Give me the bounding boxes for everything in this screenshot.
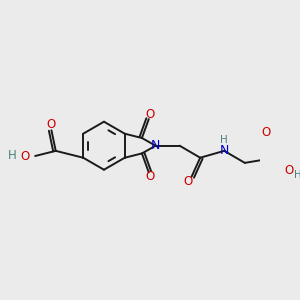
Text: O: O [284,164,293,177]
Text: O: O [146,170,155,183]
Text: O: O [184,175,193,188]
Text: N: N [220,144,229,158]
Text: O: O [146,108,155,121]
Text: N: N [151,139,160,152]
Text: H: H [294,170,300,180]
Text: H: H [220,135,228,145]
Text: H: H [8,148,16,162]
Text: O: O [20,149,29,163]
Text: O: O [262,126,271,140]
Text: O: O [47,118,56,131]
